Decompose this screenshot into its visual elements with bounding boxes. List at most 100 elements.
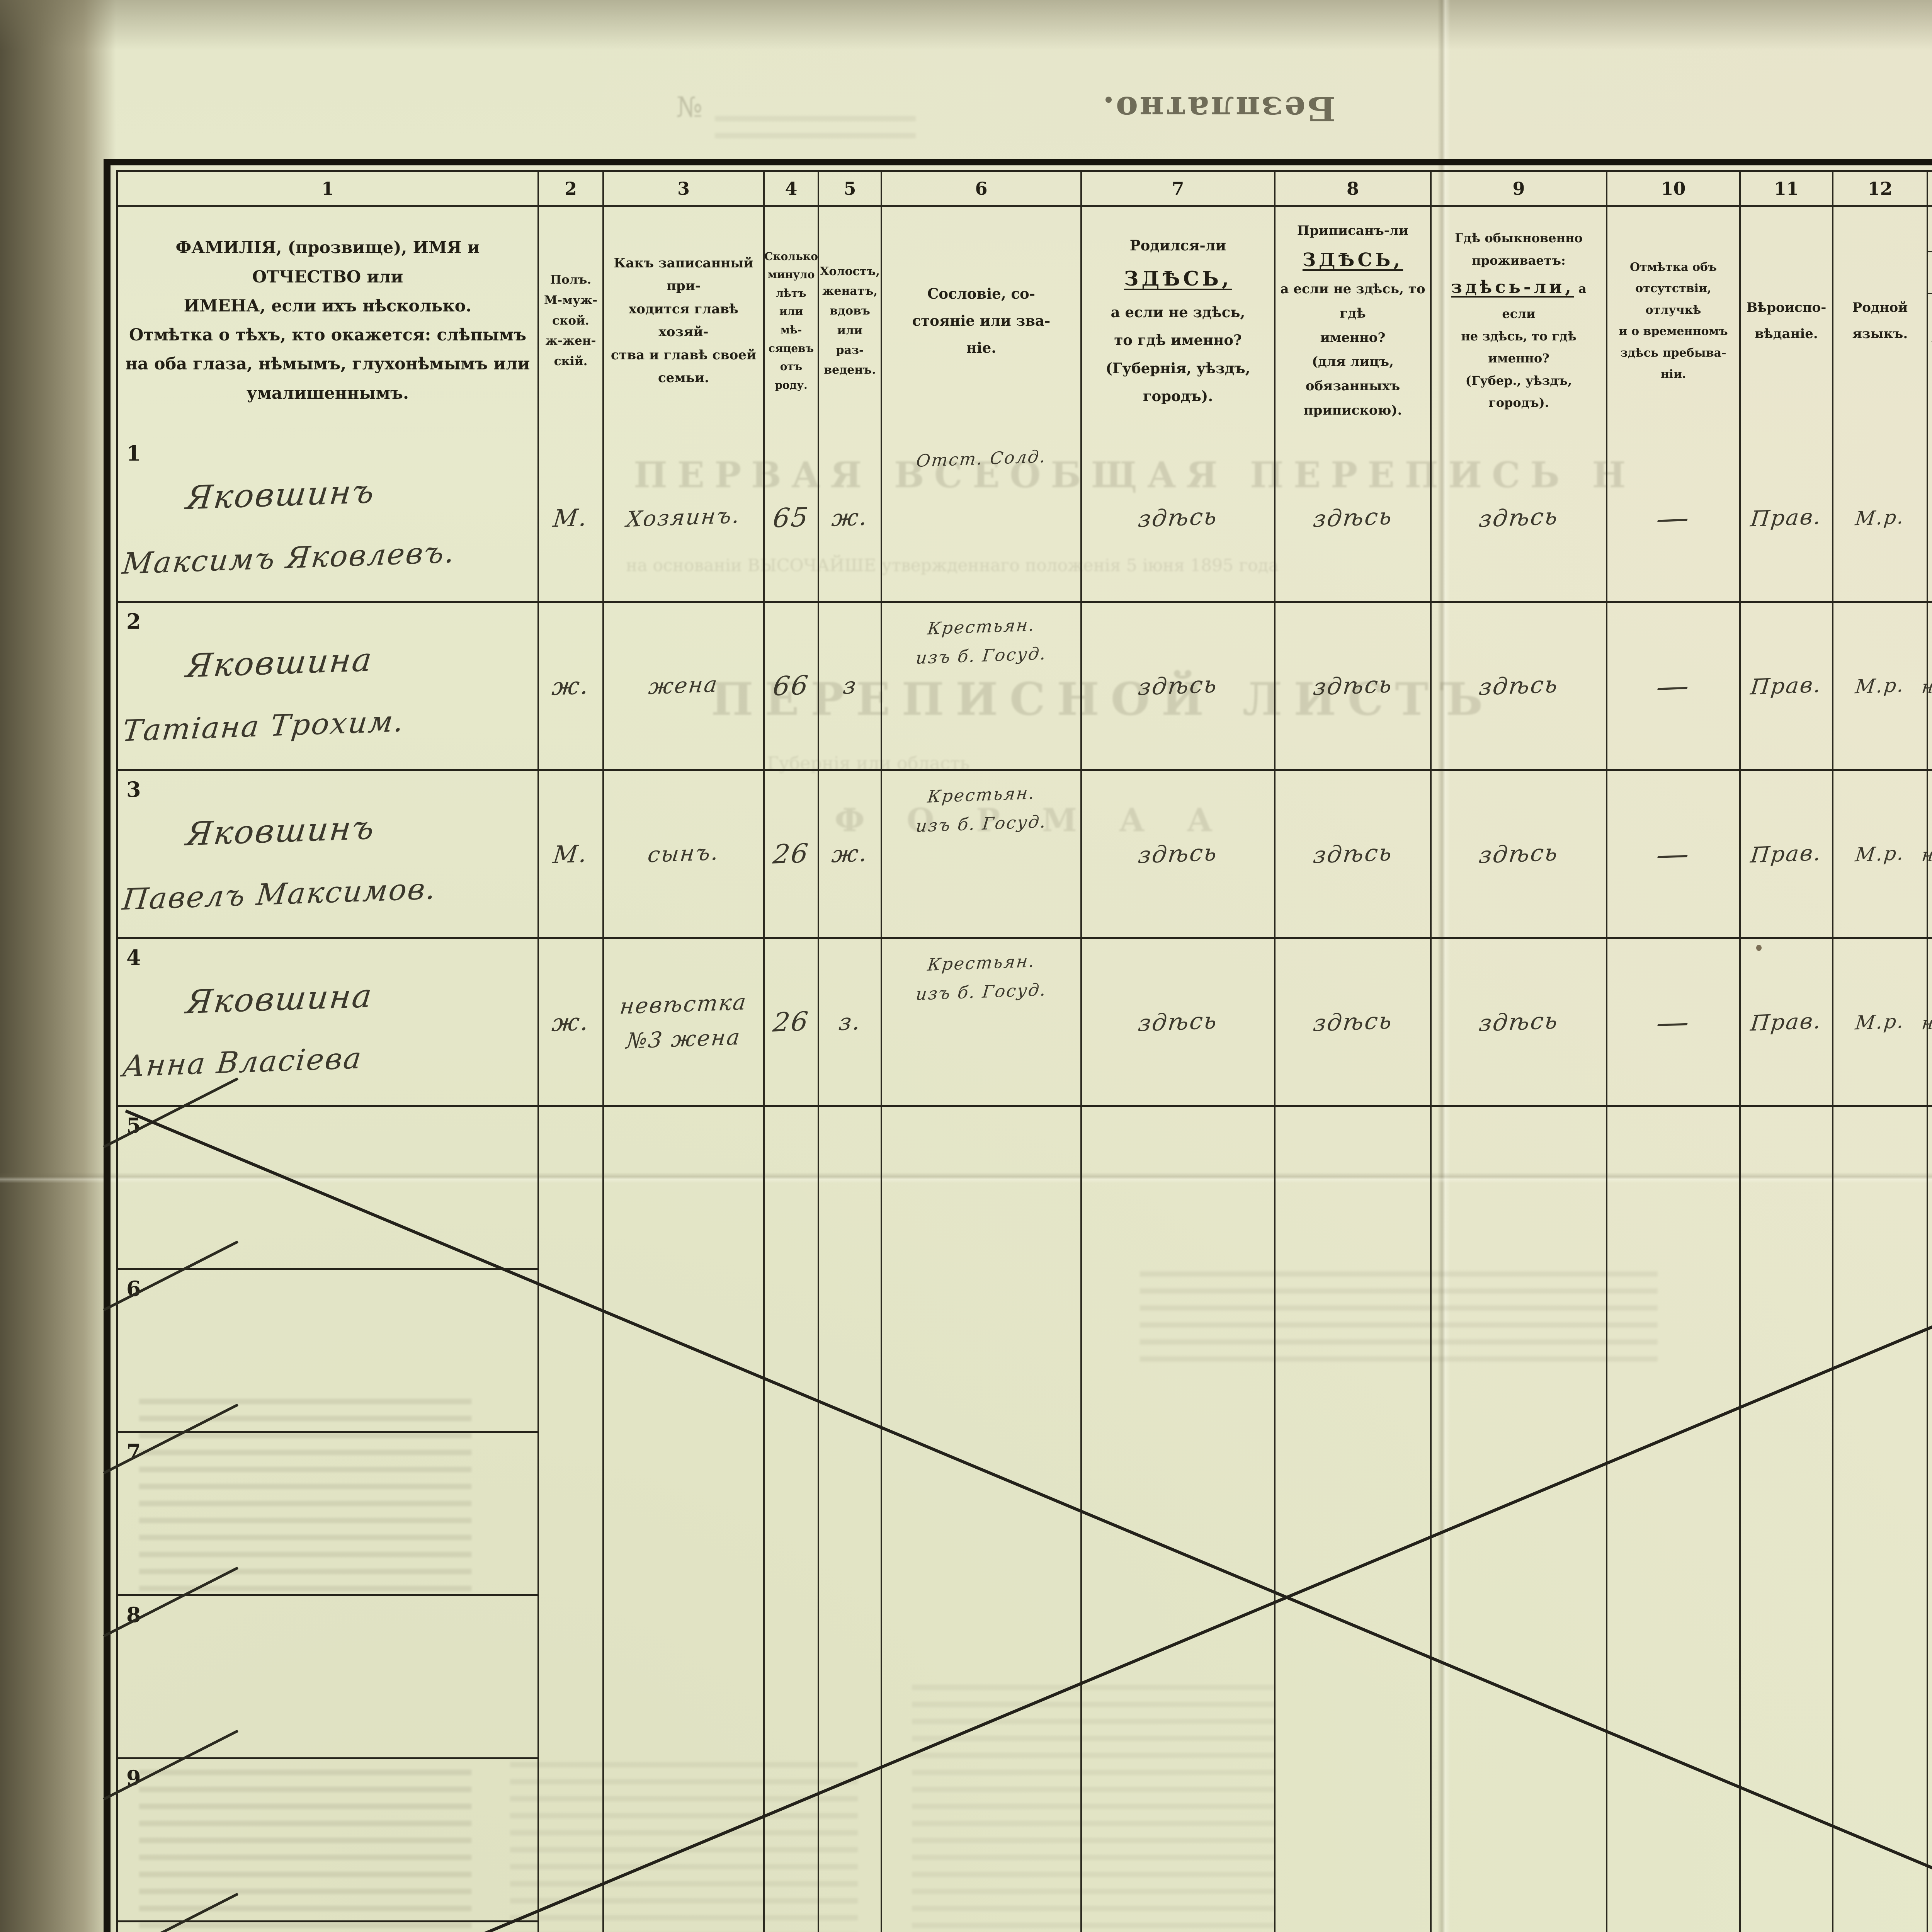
column-header-4: Сколько минуло лѣтъ или мѣ-сяцевъ отъ роду.	[764, 207, 819, 435]
column-header-5: Холостъ, женатъ, вдовъ или раз-веденъ.	[819, 207, 882, 435]
header-line: или мѣ-	[779, 305, 803, 336]
hw-resides: здѣсь	[1477, 1007, 1560, 1037]
column-number-11: 11	[1741, 172, 1833, 207]
header-line: отъ роду.	[775, 360, 808, 391]
hw-religion: Прав.	[1749, 504, 1823, 532]
row-8-reads-cell	[1928, 1596, 1932, 1759]
hw-reads: нѣтъ	[1921, 674, 1932, 697]
row-10-name-cell: 10	[118, 1922, 539, 1932]
hw-born: здѣсь	[1136, 671, 1219, 701]
row-2-religion-cell: Прав.	[1741, 603, 1833, 771]
row-8-registered-cell	[1276, 1596, 1432, 1759]
hw-estate-line: Отст. Солд.	[915, 447, 1048, 471]
column-number-label: 6	[975, 178, 988, 199]
row-8-born-cell	[1082, 1596, 1276, 1759]
column-number-label: 10	[1661, 178, 1686, 199]
row-number: 1	[126, 441, 141, 466]
column-number-label: 2	[564, 178, 577, 199]
row-1-marital-cell: ж.	[819, 435, 882, 603]
hw-estate-line: изъ б. Госуд.	[915, 980, 1048, 1004]
row-1-registered-cell: здѣсь	[1276, 435, 1432, 603]
row-4-reads-cell: нѣтъ	[1921, 939, 1932, 1107]
column-number-label: 7	[1172, 178, 1184, 199]
header-line: ніи.	[1660, 367, 1686, 381]
header-line: (Губернія, уѣздъ, городъ).	[1105, 359, 1250, 405]
hw-language: М.р.	[1854, 673, 1906, 698]
row-3-born-cell: здѣсь	[1082, 771, 1276, 939]
hw-registered: здѣсь	[1311, 1007, 1394, 1037]
row-number: 9	[121, 1763, 141, 1790]
hw-marital: з.	[837, 1008, 863, 1036]
column-number-label: 9	[1512, 178, 1525, 199]
hw-age: 26	[771, 838, 811, 870]
header-line: ской.	[552, 313, 589, 328]
column-number-label: 5	[844, 178, 856, 199]
column-header-11: Вѣроиспо-вѣданіе.	[1741, 207, 1833, 435]
row-4-name-cell: 4 Яковшина Анна Власіева	[118, 939, 539, 1107]
row-5-language-cell	[1833, 1107, 1928, 1270]
column-number-5: 5	[819, 172, 882, 207]
literacy-can-read-header: Умѣетъ-личитать?	[1928, 294, 1932, 435]
row-5-absence-cell	[1607, 1107, 1741, 1270]
row-2-registered-cell: здѣсь	[1276, 603, 1432, 771]
hw-absence: —	[1654, 1002, 1692, 1042]
header-line: Вѣроиспо-	[1746, 300, 1827, 315]
column-number-10: 10	[1607, 172, 1741, 207]
header-line: именно?	[1488, 351, 1549, 366]
hw-language: М.р.	[1854, 842, 1906, 866]
row-3-name-cell: 3 Яковшинъ Павелъ Максимов.	[118, 771, 539, 939]
hw-given-name: Анна Власіева	[121, 1041, 364, 1083]
hw-estate-line: Крестьян.	[926, 615, 1036, 639]
row-7-language-cell	[1833, 1433, 1928, 1596]
row-number: 6	[121, 1274, 141, 1301]
row-7-absence-cell	[1607, 1433, 1741, 1596]
header-line: М-муж-	[544, 293, 598, 307]
header-line: Умѣетъ-	[1931, 336, 1932, 355]
header-line: Отмѣтка объ	[1629, 260, 1717, 274]
row-6-age-cell	[765, 1270, 819, 1433]
hw-reads: нѣтъ	[1921, 1010, 1932, 1034]
hw-estate-line: изъ б. Госуд.	[915, 643, 1048, 668]
column-number-9: 9	[1432, 172, 1607, 207]
column-header-1: ФАМИЛІЯ, (прозвище), ИМЯ и ОТЧЕСТВО или И…	[118, 207, 539, 435]
row-7-estate-cell	[882, 1433, 1082, 1596]
hw-sex: М.	[552, 503, 590, 533]
row-6-born-cell	[1082, 1270, 1276, 1433]
row-10-reads-cell	[1928, 1922, 1932, 1932]
row-number: 7	[121, 1437, 141, 1464]
subcolumn-content: Умѣетъ-личитать?гдѣ обучается,обучался и…	[1928, 294, 1932, 435]
hw-absence: —	[1654, 834, 1692, 874]
row-9-born-cell	[1082, 1759, 1276, 1922]
header-line: Отмѣтка о тѣхъ, кто окажется: слѣпымъ	[129, 325, 527, 345]
row-10-religion-cell	[1741, 1922, 1833, 1932]
row-3-marital-cell: ж.	[819, 771, 882, 939]
row-9-relation-cell	[604, 1759, 765, 1922]
row-2-relation-cell: жена	[604, 603, 765, 771]
row-6-religion-cell	[1741, 1270, 1833, 1433]
row-1-age-cell: 65	[765, 435, 819, 603]
hw-surname: Яковшина	[184, 976, 375, 1021]
row-4-absence-cell: —	[1607, 939, 1741, 1107]
row-6-absence-cell	[1607, 1270, 1741, 1433]
hw-relation-line: №3 жена	[625, 1024, 742, 1054]
row-4-relation-cell: невѣстка №3 жена	[604, 939, 765, 1107]
column-number-3: 3	[604, 172, 765, 207]
row-9-registered-cell	[1276, 1759, 1432, 1922]
row-3-religion-cell: Прав.	[1741, 771, 1833, 939]
header-line: Сословіе, со-	[927, 285, 1036, 302]
row-6-estate-cell	[882, 1270, 1082, 1433]
header-line: ства и главѣ своей	[611, 347, 757, 363]
row-10-marital-cell	[819, 1922, 882, 1932]
hw-surname: Яковшинъ	[184, 472, 377, 517]
column-number-6: 6	[882, 172, 1082, 207]
row-4-registered-cell: здѣсь	[1276, 939, 1432, 1107]
column-header-8: Приписанъ-ли ЗДѢСЬ, а если не здѣсь, то г…	[1276, 207, 1432, 435]
row-4-religion-cell: Прав.	[1741, 939, 1833, 1107]
header-line: веденъ.	[824, 363, 876, 377]
row-10-relation-cell	[604, 1922, 765, 1932]
header-line: Родился-ли ЗДѢСЬ,	[1124, 237, 1232, 291]
hw-born: здѣсь	[1136, 839, 1219, 869]
row-9-name-cell: 9	[118, 1759, 539, 1922]
hw-sex: ж.	[550, 1007, 591, 1037]
